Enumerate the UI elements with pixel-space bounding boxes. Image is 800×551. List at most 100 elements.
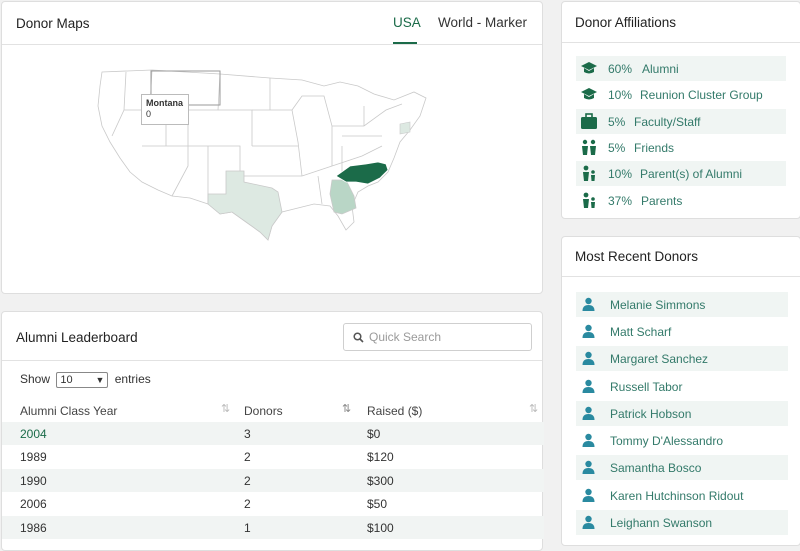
raised-cell: $100 (367, 521, 394, 535)
entries-select-value: 10 (60, 374, 73, 386)
column-donors[interactable]: Donors (244, 404, 283, 418)
entries-length-control: Show 10 ▼ entries (20, 372, 151, 388)
table-row: 1989 2 $120 (2, 445, 544, 468)
affiliation-item: 5% Friends (576, 135, 786, 160)
class-year-cell: 2006 (20, 497, 47, 511)
usa-map[interactable] (2, 46, 542, 294)
user-icon (582, 324, 595, 338)
donor-name[interactable]: Tommy D'Alessandro (610, 434, 723, 448)
parent-child-icon (583, 165, 595, 181)
raised-cell: $50 (367, 497, 388, 511)
user-icon (582, 406, 595, 420)
affiliation-percent: 37% (608, 194, 633, 208)
map-tooltip: Montana 0 (141, 94, 189, 125)
northeast-state (399, 121, 411, 135)
affiliation-percent: 60% (608, 62, 633, 76)
user-icon (582, 351, 595, 365)
class-year-cell: 1989 (20, 450, 47, 464)
donor-affiliations-card: Donor Affiliations 60% Alumni 10% Reunio… (561, 1, 800, 219)
affiliation-item: 10% Parent(s) of Alumni (576, 161, 786, 186)
class-year-cell: 1986 (20, 521, 47, 535)
donor-item: Matt Scharf (576, 319, 788, 344)
parent-child-icon (583, 192, 595, 208)
north-carolina-state (335, 161, 389, 185)
tooltip-value: 0 (146, 109, 152, 119)
most-recent-donors-card: Most Recent Donors Melanie Simmons Matt … (561, 236, 800, 546)
affiliation-percent: 10% (608, 167, 633, 181)
donor-name[interactable]: Melanie Simmons (610, 298, 706, 312)
donor-name[interactable]: Russell Tabor (610, 380, 683, 394)
user-icon (582, 297, 595, 311)
donor-name[interactable]: Matt Scharf (610, 325, 672, 339)
donor-maps-card: Donor Maps USA World - Marker (1, 1, 543, 294)
affiliation-percent: 5% (608, 115, 626, 129)
graduation-cap-icon (581, 62, 597, 74)
texas-state (207, 170, 283, 241)
sort-icon[interactable]: ⇅ (221, 403, 231, 415)
show-label: Show (20, 372, 51, 387)
donor-name[interactable]: Karen Hutchinson Ridout (610, 489, 744, 503)
entries-select[interactable]: 10 ▼ (56, 372, 109, 388)
tooltip-state: Montana (146, 98, 183, 108)
donor-item: Margaret Sanchez (576, 346, 788, 371)
leaderboard-header-divider (2, 360, 542, 361)
column-raised[interactable]: Raised ($) (367, 404, 423, 418)
donor-maps-title: Donor Maps (16, 16, 90, 31)
user-icon (582, 379, 595, 393)
affiliation-percent: 5% (608, 141, 626, 155)
table-row: 1986 1 $100 (2, 516, 544, 539)
alumni-leaderboard-card: Alumni Leaderboard Quick Search Show 10 … (1, 311, 544, 551)
user-icon (582, 433, 595, 447)
raised-cell: $0 (367, 427, 381, 441)
donor-item: Samantha Bosco (576, 455, 788, 480)
tab-usa[interactable]: USA (393, 15, 421, 30)
affiliation-label: Faculty/Staff (634, 115, 701, 129)
table-row: 2006 2 $50 (2, 492, 544, 515)
raised-cell: $120 (367, 450, 394, 464)
donor-name[interactable]: Patrick Hobson (610, 407, 692, 421)
affiliation-percent: 10% (608, 88, 633, 102)
quick-search-input[interactable]: Quick Search (343, 323, 532, 351)
donor-name[interactable]: Leighann Swanson (610, 516, 713, 530)
donors-cell: 2 (244, 497, 251, 511)
most-recent-donors-title: Most Recent Donors (575, 249, 699, 264)
sort-icon[interactable]: ⇅ (529, 403, 539, 415)
donor-item: Leighann Swanson (576, 510, 788, 535)
affiliation-label: Parent(s) of Alumni (640, 167, 743, 181)
recent-header-divider (562, 276, 800, 277)
donors-cell: 1 (244, 521, 251, 535)
class-year-link[interactable]: 2004 (20, 427, 47, 441)
active-tab-indicator (393, 42, 417, 44)
user-icon (582, 460, 595, 474)
chevron-down-icon: ▼ (95, 375, 105, 385)
graduation-cap-icon (581, 88, 597, 100)
affiliations-header-divider (562, 42, 800, 43)
class-year-cell: 1990 (20, 474, 47, 488)
donor-item: Russell Tabor (576, 374, 788, 399)
alumni-leaderboard-title: Alumni Leaderboard (16, 330, 138, 345)
entries-label: entries (114, 372, 151, 387)
quick-search-placeholder: Quick Search (369, 330, 442, 344)
donor-item: Patrick Hobson (576, 401, 788, 426)
sort-desc-icon[interactable]: ⇅ (342, 403, 352, 415)
affiliation-label: Alumni (642, 62, 679, 76)
donor-item: Melanie Simmons (576, 292, 788, 317)
affiliation-item: 60% Alumni (576, 56, 786, 81)
georgia-state (329, 179, 357, 215)
donors-cell: 3 (244, 427, 251, 441)
user-icon (582, 515, 595, 529)
donors-cell: 2 (244, 450, 251, 464)
affiliation-label: Reunion Cluster Group (640, 88, 763, 102)
affiliation-label: Parents (641, 194, 683, 208)
column-class-year[interactable]: Alumni Class Year (20, 404, 118, 418)
raised-cell: $300 (367, 474, 394, 488)
search-icon (353, 332, 364, 343)
donor-affiliations-title: Donor Affiliations (575, 15, 677, 30)
maps-header-divider (2, 44, 542, 45)
donor-item: Tommy D'Alessandro (576, 428, 788, 453)
donor-name[interactable]: Samantha Bosco (610, 461, 702, 475)
tab-world-marker[interactable]: World - Marker (438, 15, 528, 30)
table-row: 1990 2 $300 (2, 469, 544, 492)
affiliation-item: 37% Parents (576, 188, 786, 213)
donor-name[interactable]: Margaret Sanchez (610, 352, 709, 366)
